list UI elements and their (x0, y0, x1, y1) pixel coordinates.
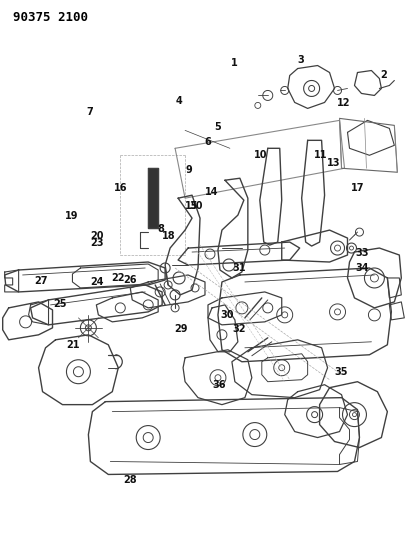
Text: 28: 28 (124, 475, 137, 485)
Text: 2: 2 (381, 70, 387, 80)
Text: 20: 20 (90, 231, 104, 241)
Text: 10: 10 (254, 150, 267, 160)
Text: 27: 27 (35, 277, 48, 286)
Text: 30: 30 (220, 310, 234, 320)
Text: 7: 7 (87, 107, 93, 117)
Text: 33: 33 (355, 248, 368, 258)
Text: 22: 22 (112, 273, 125, 283)
Text: 34: 34 (355, 263, 368, 272)
Text: 13: 13 (326, 158, 340, 168)
Text: 90375 2100: 90375 2100 (13, 11, 88, 23)
Text: 8: 8 (158, 224, 164, 235)
Text: 24: 24 (90, 278, 104, 287)
Text: 30: 30 (189, 201, 203, 211)
Text: 25: 25 (53, 298, 66, 309)
Text: 1: 1 (230, 58, 237, 68)
Text: 36: 36 (212, 379, 225, 390)
Text: 31: 31 (232, 263, 246, 272)
Text: 16: 16 (114, 183, 127, 193)
Text: 26: 26 (123, 275, 136, 285)
Text: 11: 11 (314, 150, 328, 160)
Text: 5: 5 (214, 122, 221, 132)
Text: 4: 4 (176, 95, 182, 106)
Text: 14: 14 (205, 187, 219, 197)
Text: 21: 21 (66, 340, 80, 350)
Text: 35: 35 (335, 367, 348, 377)
Text: 29: 29 (175, 324, 188, 334)
Text: 17: 17 (351, 183, 364, 193)
Text: 32: 32 (232, 324, 246, 334)
Text: 15: 15 (185, 201, 198, 211)
Text: 6: 6 (204, 136, 211, 147)
Text: 23: 23 (90, 238, 104, 247)
Text: 3: 3 (298, 55, 304, 65)
Polygon shape (148, 168, 158, 228)
Text: 12: 12 (337, 98, 350, 108)
Text: 19: 19 (65, 211, 79, 221)
Text: 9: 9 (186, 165, 193, 175)
Text: 18: 18 (162, 231, 176, 241)
